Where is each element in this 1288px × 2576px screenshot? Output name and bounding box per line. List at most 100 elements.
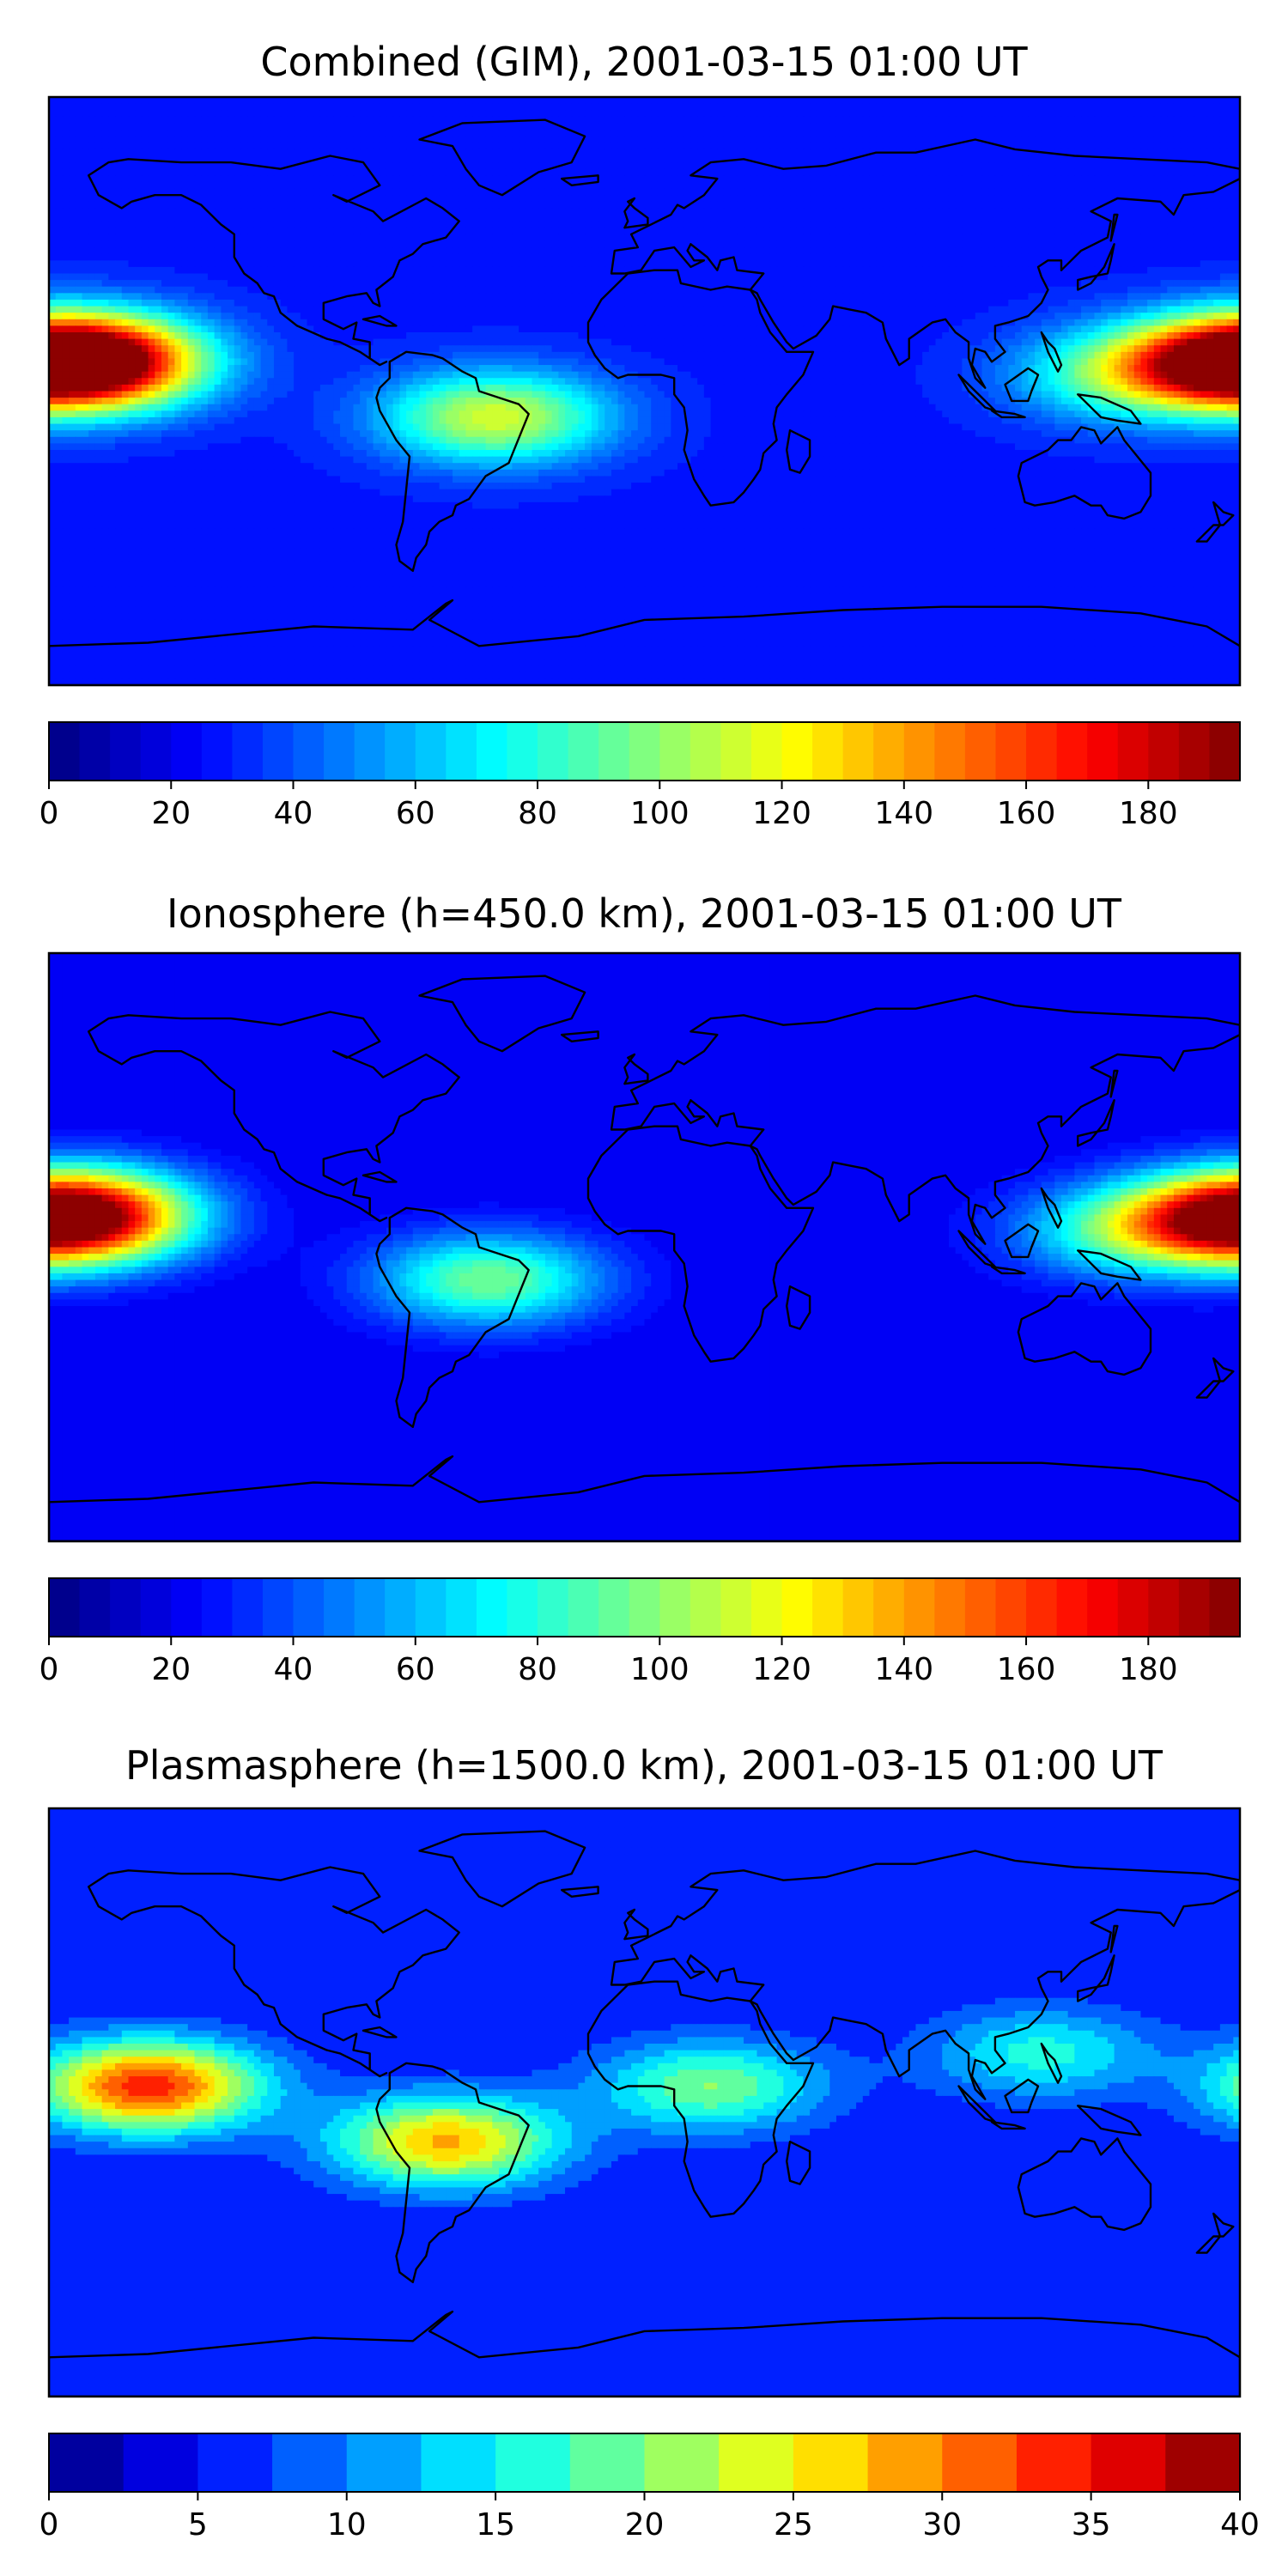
colorbar-segment — [1209, 1578, 1241, 1637]
colorbar-segment — [1148, 1578, 1180, 1637]
colorbar-tick-label: 100 — [630, 1652, 690, 1687]
colorbar-segment — [903, 722, 935, 781]
colorbar-segment — [867, 2433, 943, 2492]
colorbar-tick-label: 0 — [39, 796, 59, 831]
colorbar-segment — [1117, 722, 1149, 781]
colorbar-segment — [720, 1578, 752, 1637]
colorbar-segment — [690, 722, 721, 781]
colorbar-segment — [346, 2433, 422, 2492]
map-frame — [47, 1807, 1242, 2398]
colorbar-tick-label: 30 — [922, 2507, 962, 2543]
colorbar-segment — [1016, 2433, 1092, 2492]
colorbar-segment — [262, 1578, 295, 1637]
colorbar-tick-label: 0 — [39, 2507, 59, 2543]
colorbar-segment — [1117, 1578, 1149, 1637]
colorbar-segment — [49, 722, 81, 781]
colorbar-segment — [873, 722, 905, 781]
colorbar-segment — [812, 1578, 844, 1637]
colorbar-segment — [446, 722, 477, 781]
colorbar-segment — [324, 722, 355, 781]
map-frame — [47, 951, 1242, 1543]
colorbar-segment — [964, 1578, 996, 1637]
colorbar-segment — [49, 1578, 81, 1637]
colorbar-segment — [934, 1578, 966, 1637]
colorbar-segment — [385, 1578, 416, 1637]
colorbar-tick-label: 140 — [874, 796, 933, 831]
colorbar-tick-label: 180 — [1119, 1652, 1178, 1687]
colorbar-segment — [232, 722, 264, 781]
map-panel-ionosphere: Ionosphere (h=450.0 km), 2001-03-15 01:0… — [39, 890, 1242, 1687]
colorbar-segment — [79, 722, 111, 781]
map-area — [47, 95, 1242, 687]
colorbar-segment — [110, 1578, 142, 1637]
colorbar-segment — [1087, 1578, 1119, 1637]
colorbar — [48, 721, 1241, 781]
colorbar-segment — [110, 722, 142, 781]
colorbar-tick-label: 20 — [151, 796, 191, 831]
map-title: Ionosphere (h=450.0 km), 2001-03-15 01:0… — [167, 890, 1122, 937]
colorbar-segment — [1148, 722, 1180, 781]
colorbar-segment — [750, 722, 783, 781]
colorbar-segment — [1178, 1578, 1210, 1637]
field-contours — [49, 953, 1240, 1541]
colorbar-tick-label: 80 — [518, 1652, 557, 1687]
colorbar-segment — [842, 1578, 874, 1637]
colorbar-segment — [644, 2433, 720, 2492]
colorbar-tick-label: 20 — [625, 2507, 665, 2543]
colorbar-segment — [598, 1578, 630, 1637]
colorbar-segment — [568, 722, 599, 781]
colorbar-segment — [719, 2433, 794, 2492]
colorbar-segment — [934, 722, 966, 781]
colorbar-tick-label: 25 — [774, 2507, 813, 2543]
colorbar-segment — [385, 722, 416, 781]
colorbar-segment — [903, 1578, 935, 1637]
map-area — [47, 1807, 1242, 2398]
colorbar-segment — [1165, 2433, 1241, 2492]
map-area — [47, 951, 1242, 1543]
colorbar — [48, 1577, 1241, 1637]
colorbar-segment — [140, 1578, 172, 1637]
colorbar-segment — [538, 1578, 569, 1637]
colorbar-segment — [201, 722, 233, 781]
colorbar-segment — [659, 722, 691, 781]
colorbar-segment — [750, 1578, 783, 1637]
colorbar-segment — [720, 722, 752, 781]
colorbar-tick-label: 80 — [518, 796, 557, 831]
colorbar-segment — [495, 2433, 571, 2492]
colorbar-segment — [354, 722, 386, 781]
colorbar-tick-label: 5 — [188, 2507, 208, 2543]
colorbar-segment — [995, 1578, 1027, 1637]
colorbar-tick-label: 60 — [396, 1652, 435, 1687]
colorbar-ticks: 0 20 40 60 80 100 120 140 160 180 — [39, 1637, 1178, 1687]
colorbar-segment — [659, 1578, 691, 1637]
colorbar-segment — [629, 722, 660, 781]
colorbar-tick-label: 40 — [274, 796, 313, 831]
colorbar-segment — [421, 2433, 496, 2492]
colorbar-segment — [507, 1578, 538, 1637]
colorbar-segment — [538, 722, 569, 781]
colorbar-segment — [476, 722, 507, 781]
colorbar-tick-label: 100 — [630, 796, 690, 831]
colorbar-tick-label: 40 — [1220, 2507, 1260, 2543]
colorbar-tick-label: 35 — [1072, 2507, 1111, 2543]
colorbar-segment — [49, 2433, 125, 2492]
colorbar-segment — [569, 2433, 645, 2492]
colorbar-tick-label: 180 — [1119, 796, 1178, 831]
map-title: Plasmasphere (h=1500.0 km), 2001-03-15 0… — [125, 1742, 1163, 1789]
colorbar-segment — [476, 1578, 507, 1637]
colorbar-segment — [1209, 722, 1241, 781]
colorbar-tick-label: 15 — [476, 2507, 515, 2543]
colorbar-segment — [123, 2433, 198, 2492]
colorbar-segment — [354, 1578, 386, 1637]
field-contours — [49, 97, 1240, 685]
colorbar-segment — [781, 722, 813, 781]
map-frame — [47, 95, 1242, 687]
colorbar-segment — [873, 1578, 905, 1637]
colorbar — [48, 2433, 1241, 2493]
colorbar-segment — [293, 722, 325, 781]
colorbar-tick-label: 40 — [274, 1652, 313, 1687]
colorbar-tick-label: 60 — [396, 796, 435, 831]
colorbar-segment — [842, 722, 874, 781]
colorbar-segment — [232, 1578, 264, 1637]
